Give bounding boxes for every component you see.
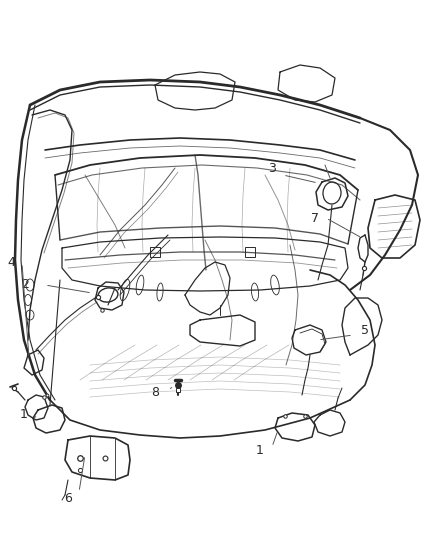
Text: 3: 3 — [268, 161, 276, 174]
Text: 8: 8 — [151, 386, 159, 400]
Text: 1: 1 — [20, 408, 28, 422]
Bar — [245, 247, 255, 257]
Text: 2: 2 — [21, 279, 29, 292]
Text: 4: 4 — [7, 256, 15, 270]
Text: 5: 5 — [361, 324, 369, 336]
Text: 6: 6 — [64, 491, 72, 505]
Bar — [150, 247, 160, 257]
Text: 1: 1 — [256, 443, 264, 456]
Text: 7: 7 — [311, 212, 319, 224]
